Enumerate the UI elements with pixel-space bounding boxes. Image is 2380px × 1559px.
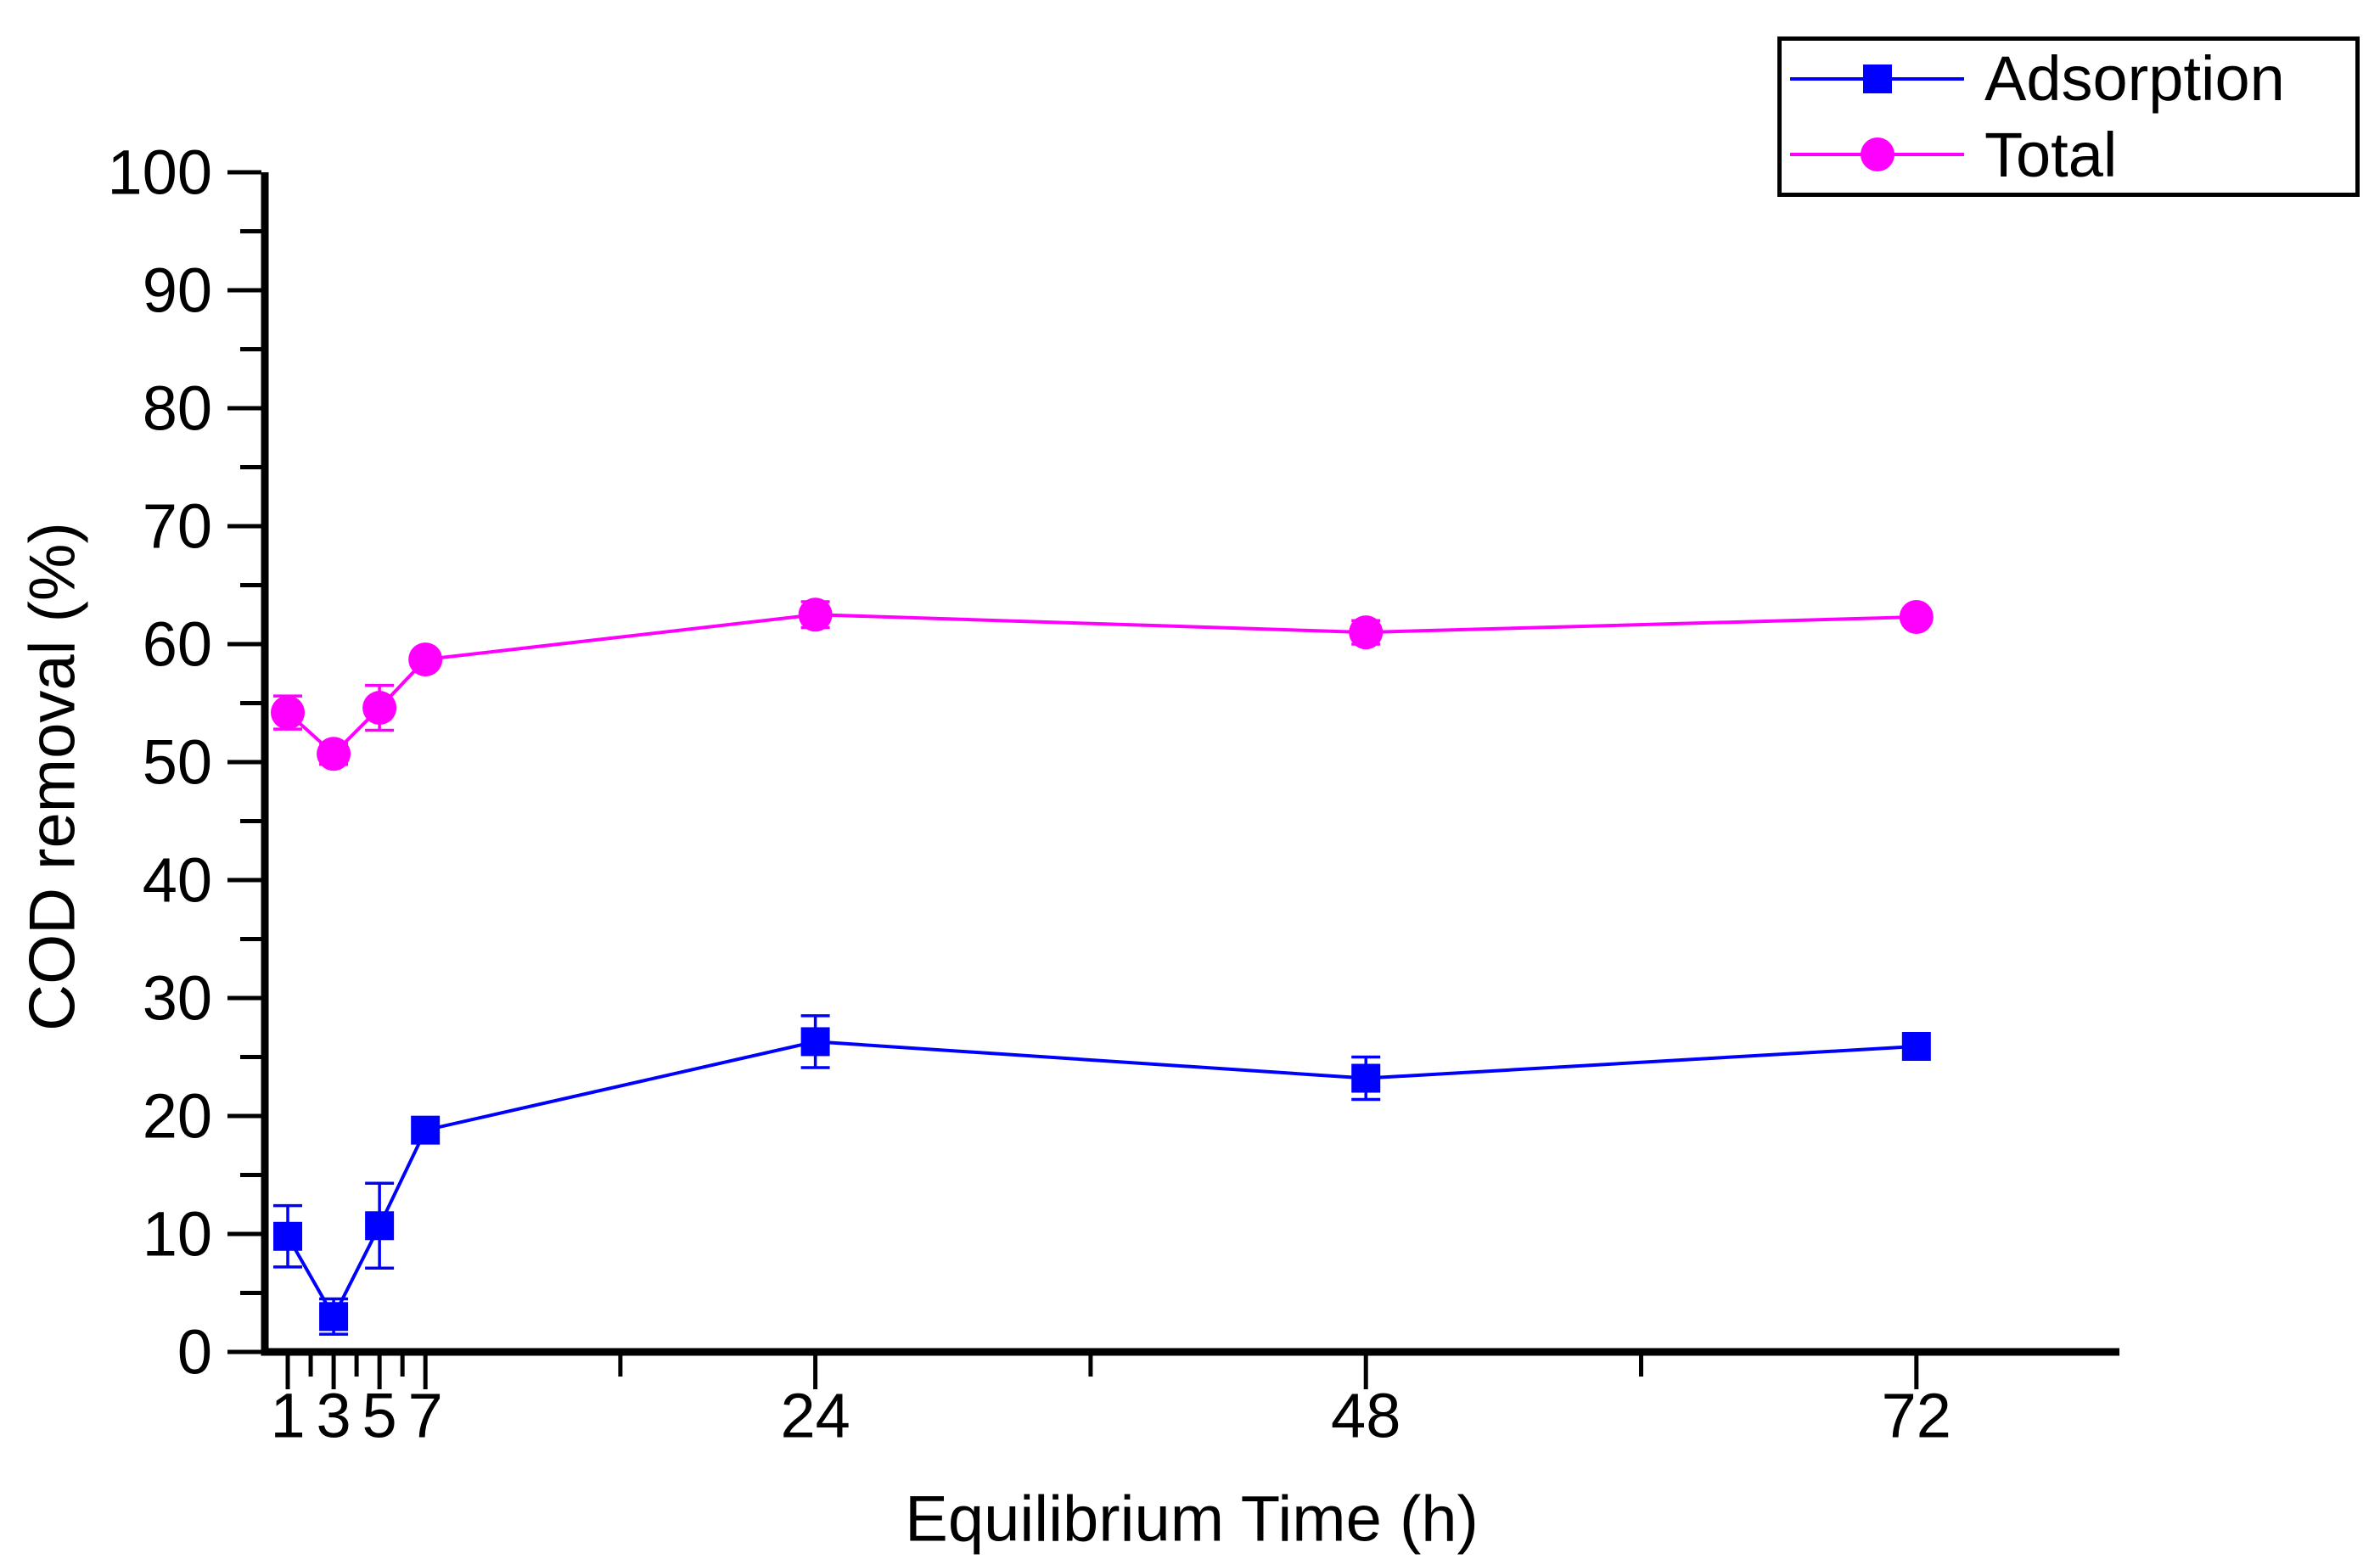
y-tick-label: 50 bbox=[143, 727, 212, 798]
y-tick-label: 0 bbox=[177, 1317, 212, 1388]
data-point-adsorption bbox=[1901, 1031, 1931, 1061]
x-tick-label: 48 bbox=[1331, 1381, 1400, 1451]
y-tick-label: 80 bbox=[143, 373, 212, 444]
x-tick-label: 7 bbox=[408, 1381, 443, 1451]
legend-item-adsorption: Adsorption bbox=[1782, 41, 2355, 117]
data-point-total bbox=[408, 642, 443, 677]
circle-marker-icon bbox=[1860, 137, 1894, 172]
x-axis-title: Equilibrium Time (h) bbox=[905, 1483, 1479, 1556]
series-line-total bbox=[286, 613, 1917, 757]
square-marker-icon bbox=[1862, 64, 1892, 93]
data-point-total bbox=[1899, 600, 1934, 635]
legend-key-total bbox=[1790, 117, 1964, 193]
legend: Adsorption Total bbox=[1777, 36, 2360, 197]
data-point-adsorption bbox=[365, 1211, 395, 1241]
data-point-total bbox=[362, 691, 397, 726]
y-tick-label: 70 bbox=[143, 491, 212, 562]
y-tick-label: 20 bbox=[143, 1081, 212, 1152]
series-line-adsorption bbox=[286, 1040, 1917, 1321]
data-point-adsorption bbox=[1351, 1063, 1381, 1093]
y-tick-label: 60 bbox=[143, 609, 212, 680]
y-tick-label: 30 bbox=[143, 963, 212, 1034]
data-point-adsorption bbox=[800, 1027, 830, 1057]
y-tick-label: 10 bbox=[143, 1199, 212, 1270]
data-point-total bbox=[1349, 615, 1384, 650]
y-axis-title: COD removal (%) bbox=[16, 522, 89, 1031]
x-tick-label: 5 bbox=[362, 1381, 397, 1451]
data-point-total bbox=[271, 695, 306, 730]
y-tick-label: 100 bbox=[108, 137, 212, 208]
legend-label-total: Total bbox=[1984, 119, 2118, 190]
data-point-adsorption bbox=[319, 1302, 349, 1332]
x-tick-label: 24 bbox=[780, 1381, 850, 1451]
legend-key-adsorption bbox=[1790, 41, 1964, 117]
data-point-adsorption bbox=[273, 1221, 303, 1251]
y-tick-label: 90 bbox=[143, 255, 212, 326]
legend-label-adsorption: Adsorption bbox=[1984, 43, 2285, 115]
x-tick-label: 3 bbox=[316, 1381, 351, 1451]
legend-item-total: Total bbox=[1782, 117, 2355, 193]
data-point-adsorption bbox=[411, 1115, 441, 1145]
x-tick-label: 1 bbox=[270, 1381, 305, 1451]
y-tick-label: 40 bbox=[143, 845, 212, 916]
x-tick-label: 72 bbox=[1882, 1381, 1951, 1451]
data-point-total bbox=[798, 597, 833, 632]
data-point-total bbox=[317, 737, 351, 771]
